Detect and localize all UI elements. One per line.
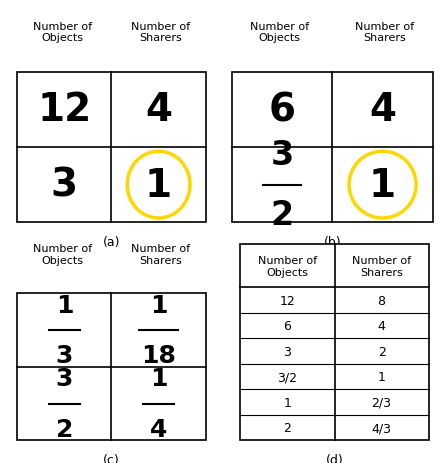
Text: 1: 1 bbox=[369, 166, 396, 204]
Bar bbox=[17, 73, 206, 223]
Text: 6: 6 bbox=[284, 319, 291, 332]
Text: 2: 2 bbox=[56, 417, 73, 441]
Text: 4: 4 bbox=[378, 319, 385, 332]
Text: (d): (d) bbox=[326, 453, 343, 463]
Text: (c): (c) bbox=[103, 453, 120, 463]
Text: 1: 1 bbox=[145, 166, 172, 204]
Text: 1: 1 bbox=[150, 293, 167, 317]
Text: Number of
Objects: Number of Objects bbox=[33, 22, 92, 43]
Text: 2: 2 bbox=[284, 421, 291, 434]
Text: 12: 12 bbox=[280, 294, 295, 307]
Text: 4/3: 4/3 bbox=[372, 421, 392, 434]
Text: 3: 3 bbox=[56, 344, 73, 368]
Text: 8: 8 bbox=[378, 294, 386, 307]
Text: 4: 4 bbox=[145, 91, 172, 129]
Text: 3: 3 bbox=[56, 367, 73, 390]
Text: Number of
Sharers: Number of Sharers bbox=[355, 22, 414, 43]
Text: Number of
Sharers: Number of Sharers bbox=[131, 244, 190, 265]
Bar bbox=[231, 73, 433, 223]
Text: (a): (a) bbox=[103, 235, 120, 248]
Text: Number of
Objects: Number of Objects bbox=[33, 244, 92, 265]
Text: 1: 1 bbox=[378, 370, 385, 383]
Bar bbox=[17, 294, 206, 440]
Text: 12: 12 bbox=[37, 91, 91, 129]
Text: Number of
Objects: Number of Objects bbox=[250, 22, 310, 43]
Text: Number of
Sharers: Number of Sharers bbox=[131, 22, 190, 43]
Text: 1: 1 bbox=[56, 293, 73, 317]
Text: 1: 1 bbox=[284, 396, 291, 409]
Text: 2/3: 2/3 bbox=[372, 396, 392, 409]
Text: 4: 4 bbox=[369, 91, 396, 129]
Text: 3: 3 bbox=[51, 166, 78, 204]
Text: 1: 1 bbox=[150, 367, 167, 390]
Text: 18: 18 bbox=[141, 344, 176, 368]
Text: 4: 4 bbox=[150, 417, 167, 441]
Text: Number of
Sharers: Number of Sharers bbox=[352, 256, 411, 277]
Text: 3/2: 3/2 bbox=[277, 370, 297, 383]
Text: Number of
Objects: Number of Objects bbox=[258, 256, 317, 277]
Text: 6: 6 bbox=[268, 91, 295, 129]
Text: 3: 3 bbox=[270, 139, 293, 172]
Text: (b): (b) bbox=[323, 235, 341, 248]
Text: 2: 2 bbox=[270, 199, 293, 232]
Text: 3: 3 bbox=[284, 345, 291, 358]
Text: 2: 2 bbox=[378, 345, 385, 358]
